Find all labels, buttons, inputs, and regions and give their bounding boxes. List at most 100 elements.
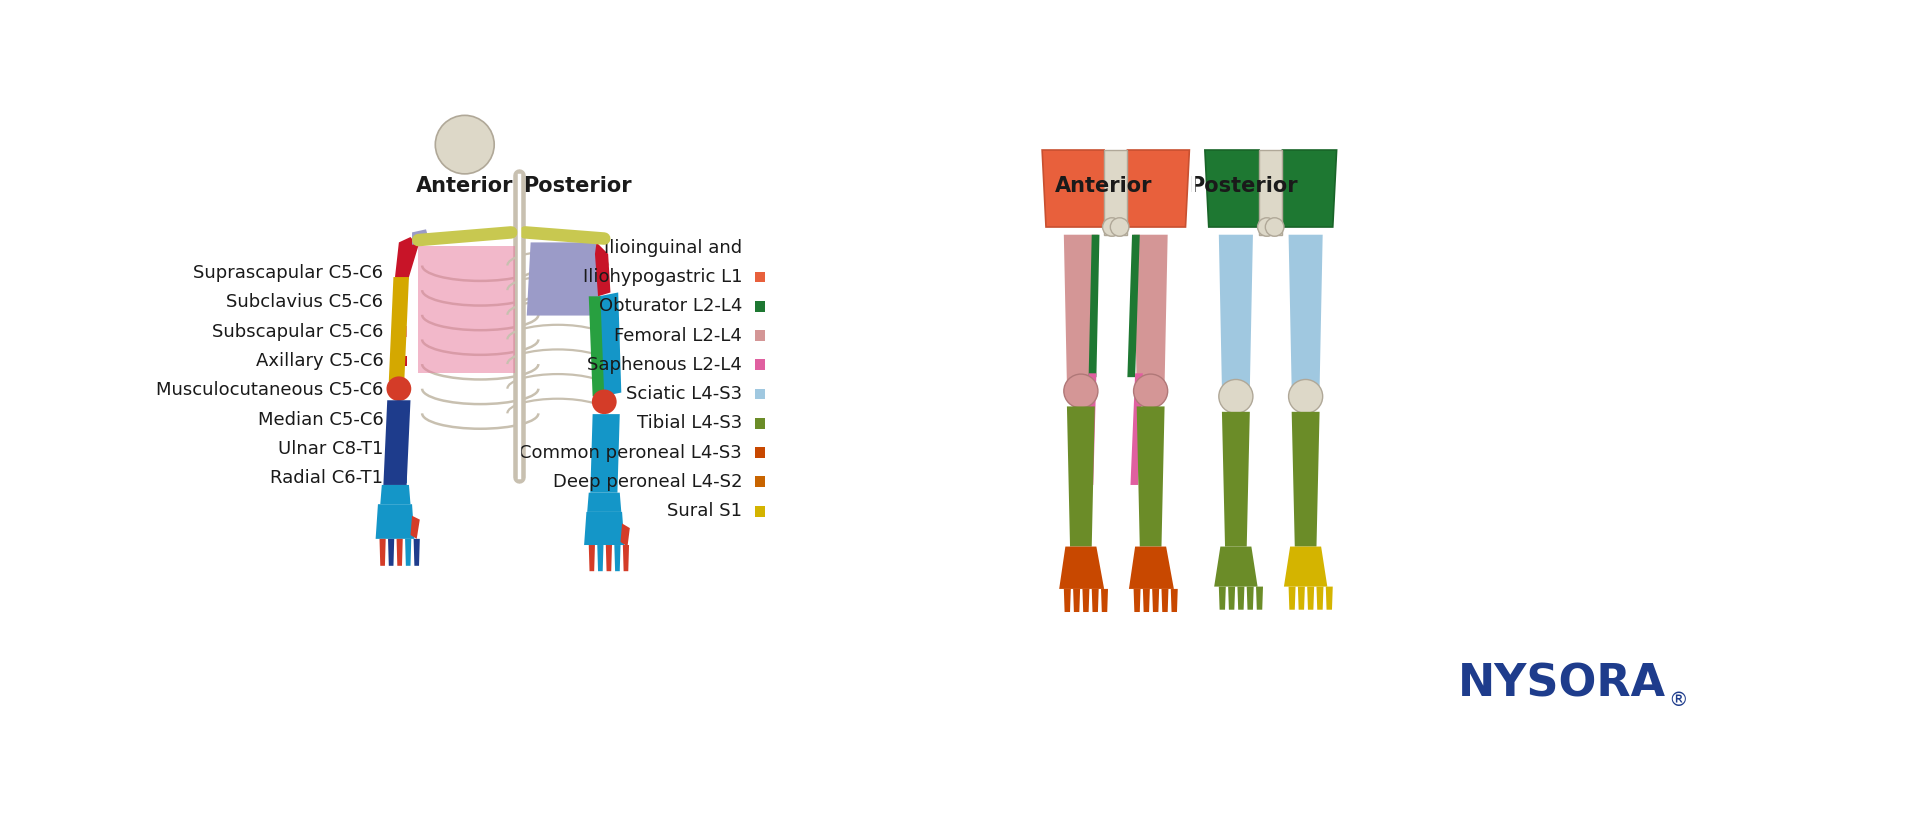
Text: Median C5-C6: Median C5-C6 — [257, 411, 384, 428]
Polygon shape — [1219, 586, 1225, 610]
FancyBboxPatch shape — [397, 472, 407, 483]
Text: Ulnar C8-T1: Ulnar C8-T1 — [278, 440, 384, 458]
Text: Iliohypogastric L1: Iliohypogastric L1 — [582, 268, 743, 286]
Text: Radial C6-T1: Radial C6-T1 — [271, 469, 384, 487]
Polygon shape — [589, 545, 595, 571]
Polygon shape — [384, 401, 411, 485]
Polygon shape — [1085, 373, 1096, 485]
Polygon shape — [1092, 589, 1098, 612]
Polygon shape — [1068, 407, 1094, 546]
FancyBboxPatch shape — [755, 360, 766, 370]
Polygon shape — [614, 545, 620, 571]
Polygon shape — [1127, 235, 1140, 377]
Polygon shape — [1219, 235, 1254, 389]
FancyBboxPatch shape — [397, 443, 407, 454]
Polygon shape — [1129, 546, 1173, 589]
Text: Posterior: Posterior — [1188, 177, 1298, 197]
Polygon shape — [1133, 589, 1140, 612]
Polygon shape — [1221, 412, 1250, 546]
Circle shape — [436, 115, 493, 174]
Circle shape — [1219, 380, 1254, 413]
Polygon shape — [526, 242, 601, 316]
Polygon shape — [1131, 373, 1142, 485]
Polygon shape — [1260, 150, 1283, 235]
Polygon shape — [1142, 589, 1150, 612]
Polygon shape — [1133, 235, 1167, 385]
Polygon shape — [589, 414, 620, 492]
Circle shape — [1133, 374, 1167, 408]
Circle shape — [1102, 217, 1121, 237]
Polygon shape — [1236, 586, 1244, 610]
Text: Subclavius C5-C6: Subclavius C5-C6 — [227, 293, 384, 312]
Polygon shape — [1279, 150, 1336, 227]
Polygon shape — [1137, 407, 1165, 546]
Circle shape — [1258, 217, 1277, 237]
Polygon shape — [589, 297, 605, 397]
Polygon shape — [388, 539, 394, 566]
FancyBboxPatch shape — [755, 447, 766, 458]
Text: ®: ® — [1668, 691, 1688, 711]
Text: Posterior: Posterior — [522, 177, 632, 197]
FancyBboxPatch shape — [397, 327, 407, 337]
Circle shape — [1265, 217, 1284, 237]
Text: Subscapular C5-C6: Subscapular C5-C6 — [211, 322, 384, 341]
Polygon shape — [413, 539, 420, 566]
Text: Musculocutaneous C5-C6: Musculocutaneous C5-C6 — [156, 382, 384, 399]
FancyBboxPatch shape — [755, 506, 766, 516]
Polygon shape — [376, 504, 415, 539]
Text: Suprascapular C5-C6: Suprascapular C5-C6 — [194, 264, 384, 282]
Polygon shape — [599, 292, 622, 397]
Circle shape — [1288, 380, 1323, 413]
Text: Tibial L4-S3: Tibial L4-S3 — [637, 414, 743, 432]
FancyBboxPatch shape — [755, 330, 766, 341]
Polygon shape — [1171, 589, 1177, 612]
Polygon shape — [405, 539, 411, 566]
Polygon shape — [1089, 235, 1100, 377]
Text: NYSORA: NYSORA — [1457, 662, 1667, 705]
Polygon shape — [411, 516, 420, 539]
Polygon shape — [1317, 586, 1323, 610]
FancyBboxPatch shape — [397, 297, 407, 308]
Polygon shape — [588, 492, 622, 512]
Polygon shape — [1213, 546, 1258, 586]
FancyBboxPatch shape — [397, 268, 407, 278]
Polygon shape — [1073, 589, 1081, 612]
Polygon shape — [1327, 586, 1332, 610]
FancyBboxPatch shape — [397, 414, 407, 425]
Polygon shape — [584, 512, 624, 545]
Polygon shape — [1206, 150, 1263, 227]
Polygon shape — [1119, 150, 1188, 227]
Polygon shape — [413, 229, 430, 245]
Polygon shape — [595, 242, 611, 297]
Polygon shape — [1064, 235, 1098, 385]
Polygon shape — [1256, 586, 1263, 610]
Polygon shape — [1298, 586, 1306, 610]
Polygon shape — [419, 247, 515, 373]
Text: Sciatic L4-S3: Sciatic L4-S3 — [626, 385, 743, 403]
Circle shape — [1110, 217, 1129, 237]
FancyBboxPatch shape — [397, 385, 407, 396]
Polygon shape — [396, 237, 419, 285]
Text: Anterior: Anterior — [417, 177, 513, 197]
Text: Anterior: Anterior — [1056, 177, 1152, 197]
FancyBboxPatch shape — [755, 389, 766, 400]
Text: Sural S1: Sural S1 — [668, 502, 743, 520]
Text: Saphenous L2-L4: Saphenous L2-L4 — [588, 356, 743, 374]
Polygon shape — [1288, 586, 1296, 610]
Polygon shape — [1152, 589, 1160, 612]
Polygon shape — [1229, 586, 1235, 610]
Polygon shape — [397, 539, 403, 566]
Polygon shape — [622, 545, 630, 571]
Polygon shape — [1162, 589, 1169, 612]
Polygon shape — [1060, 546, 1104, 589]
Text: Axillary C5-C6: Axillary C5-C6 — [255, 352, 384, 370]
Polygon shape — [607, 545, 612, 571]
Text: Deep peroneal L4-S2: Deep peroneal L4-S2 — [553, 473, 743, 491]
Circle shape — [591, 390, 616, 414]
Polygon shape — [1292, 412, 1319, 546]
Polygon shape — [1288, 235, 1323, 389]
Polygon shape — [1284, 546, 1327, 586]
FancyBboxPatch shape — [755, 418, 766, 429]
FancyBboxPatch shape — [397, 356, 407, 367]
Polygon shape — [620, 523, 630, 546]
